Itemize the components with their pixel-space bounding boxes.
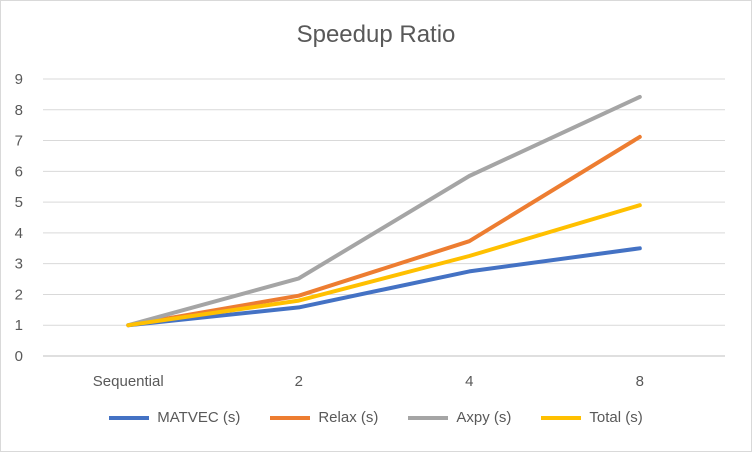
legend-item: MATVEC (s)	[109, 409, 240, 426]
legend-label: Axpy (s)	[456, 409, 512, 426]
legend-item: Relax (s)	[270, 409, 378, 426]
series-line-total-s	[126, 203, 642, 328]
legend-swatch	[109, 415, 150, 420]
x-tick-label: 4	[465, 373, 473, 390]
legend-swatch	[541, 415, 582, 420]
y-tick-label: 6	[15, 163, 23, 180]
y-tick-label: 7	[15, 133, 23, 150]
y-tick-label: 4	[15, 225, 23, 242]
series-line-matvec-s	[126, 246, 642, 328]
chart-legend: MATVEC (s) Relax (s) Axpy (s) Total (s)	[1, 409, 751, 426]
legend-item: Total (s)	[541, 409, 643, 426]
y-tick-label: 8	[15, 102, 23, 119]
legend-label: MATVEC (s)	[157, 409, 241, 426]
y-tick-label: 1	[15, 317, 23, 334]
chart-title: Speedup Ratio	[296, 21, 456, 48]
legend-swatch	[408, 415, 449, 420]
legend-label: Relax (s)	[318, 409, 379, 426]
legend-label: Total (s)	[589, 409, 643, 426]
legend-item: Axpy (s)	[408, 409, 511, 426]
series-line-axpy-s	[126, 94, 642, 328]
y-tick-label: 0	[15, 348, 23, 365]
y-tick-label: 3	[15, 256, 23, 273]
x-tick-label: 8	[636, 373, 644, 390]
x-tick-label: 2	[295, 373, 303, 390]
legend-swatch	[270, 415, 311, 420]
y-tick-label: 5	[15, 194, 23, 211]
y-tick-label: 9	[15, 71, 23, 88]
y-tick-label: 2	[15, 286, 23, 303]
x-tick-label: Sequential	[93, 373, 164, 390]
series-line-relax-s	[126, 134, 642, 328]
